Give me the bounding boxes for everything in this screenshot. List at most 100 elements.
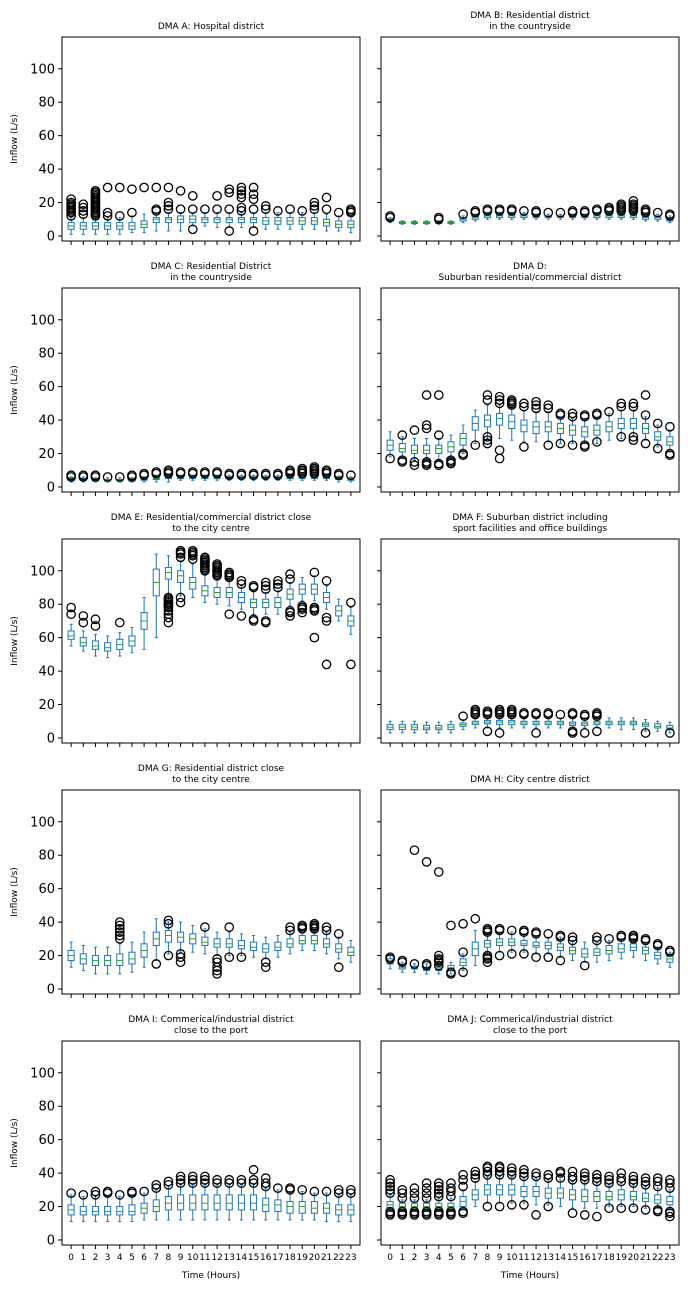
box-0 <box>67 941 75 968</box>
outlier-point <box>151 959 162 969</box>
box-12 <box>212 1174 222 1221</box>
box-23 <box>347 939 355 963</box>
outlier-point <box>470 1169 481 1180</box>
panel-title: DMA G: Residential district close <box>138 764 285 774</box>
box-20 <box>628 398 639 446</box>
box-17 <box>592 408 602 447</box>
panel-7: DMA H: City centre district <box>377 775 680 998</box>
iqr-box <box>654 431 662 441</box>
outlier-point <box>592 436 602 447</box>
outlier-point <box>652 1173 663 1183</box>
box-4 <box>435 721 443 734</box>
y-axis-label: Inflow (L/s) <box>10 1118 20 1168</box>
outlier-point <box>102 472 113 482</box>
outlier-point <box>640 1176 651 1187</box>
outlier-point <box>567 206 578 216</box>
iqr-box <box>459 432 467 446</box>
y-axis-label: Inflow (L/s) <box>10 365 20 415</box>
y-tick-label: 60 <box>38 882 55 897</box>
outlier-point <box>531 728 541 738</box>
x-tick-label: 12 <box>211 1253 222 1263</box>
box-8 <box>163 182 174 232</box>
box-16 <box>260 936 271 973</box>
box-0 <box>385 431 395 464</box>
outlier-point <box>446 1178 456 1188</box>
outlier-point <box>163 465 174 476</box>
box-1 <box>78 470 89 483</box>
box-19 <box>297 576 308 618</box>
outlier-point <box>616 401 627 412</box>
outlier-point <box>66 1188 76 1199</box>
box-22 <box>333 207 344 232</box>
outlier-point <box>321 659 332 670</box>
outlier-point <box>175 552 186 563</box>
outlier-point <box>494 704 505 715</box>
outlier-point <box>665 1174 675 1185</box>
box-23 <box>346 470 356 483</box>
box-3 <box>421 857 432 975</box>
outlier-point <box>433 1206 444 1217</box>
iqr-box <box>164 566 172 580</box>
box-12 <box>212 191 222 229</box>
iqr-box <box>496 412 504 426</box>
outlier-point <box>273 579 283 589</box>
x-tick-label: 15 <box>567 1253 578 1263</box>
outlier-point <box>236 189 247 200</box>
outlier-point <box>531 1210 541 1220</box>
panel-title: DMA H: City centre district <box>470 775 590 785</box>
y-axis-label: Inflow (L/s) <box>10 867 20 917</box>
box-16 <box>260 201 271 230</box>
outlier-point <box>421 390 432 400</box>
y-tick-label: 80 <box>38 849 55 864</box>
y-tick-label: 100 <box>30 313 55 328</box>
box-15 <box>567 1166 578 1219</box>
y-tick-label: 100 <box>30 62 55 77</box>
outlier-point <box>114 930 125 941</box>
x-tick-label: 1 <box>80 1253 86 1263</box>
box-6 <box>140 597 148 650</box>
outlier-point <box>494 1166 505 1177</box>
box-9 <box>494 1161 505 1212</box>
iqr-box <box>213 217 221 224</box>
box-15 <box>248 468 259 481</box>
box-20 <box>309 567 320 643</box>
box-2 <box>90 614 101 657</box>
iqr-box <box>116 953 124 967</box>
outlier-point <box>433 1181 444 1192</box>
box-3 <box>102 182 113 235</box>
panel-title: sport facilities and office buildings <box>453 524 608 534</box>
box-12 <box>212 931 222 979</box>
y-tick-label: 20 <box>38 698 55 713</box>
box-2 <box>90 185 101 235</box>
box-5 <box>128 941 136 973</box>
outlier-point <box>114 917 125 927</box>
outlier-point <box>604 202 614 213</box>
outlier-point <box>175 1178 186 1188</box>
box-12 <box>531 206 541 220</box>
box-8 <box>163 915 174 961</box>
box-11 <box>200 204 210 227</box>
y-tick-label: 60 <box>38 1133 55 1148</box>
outlier-point <box>260 957 271 968</box>
outlier-point <box>494 950 505 961</box>
y-tick-label: 20 <box>38 949 55 964</box>
outlier-point <box>567 411 578 422</box>
iqr-box <box>128 951 136 965</box>
iqr-box <box>164 217 172 224</box>
outlier-point <box>519 442 529 452</box>
x-tick-label: 18 <box>603 1253 615 1263</box>
x-tick-label: 17 <box>272 1253 283 1263</box>
outlier-point <box>175 1174 186 1185</box>
outlier-point <box>433 1178 444 1188</box>
box-23 <box>346 204 356 234</box>
iqr-box <box>91 1206 99 1216</box>
box-9 <box>175 467 186 481</box>
iqr-box <box>629 1190 637 1201</box>
box-22 <box>652 1173 663 1217</box>
outlier-point <box>494 204 505 215</box>
box-19 <box>297 463 308 481</box>
outlier-point <box>224 567 235 578</box>
box-13 <box>543 928 554 963</box>
